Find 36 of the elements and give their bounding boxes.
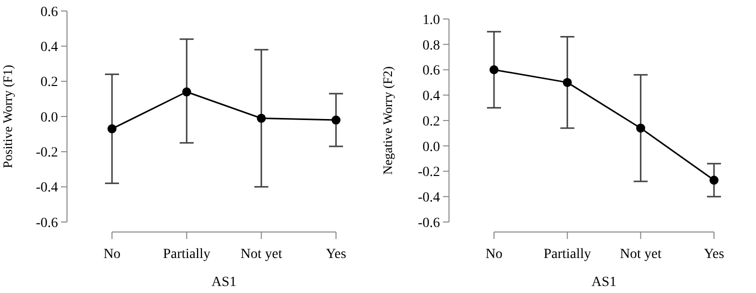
y-tick-label: -0.6: [418, 216, 440, 231]
x-tick-label: Partially: [544, 247, 592, 262]
y-axis-title: Negative Worry (F2): [380, 66, 395, 175]
y-tick-label: -0.4: [36, 180, 58, 196]
y-tick-label: 0.2: [422, 114, 440, 130]
x-axis-title: AS1: [212, 275, 236, 290]
y-tick-label: 0.0: [40, 110, 58, 126]
y-tick-label: -0.2: [36, 146, 58, 161]
x-tick-label: Not yet: [620, 247, 662, 262]
x-tick-label: No: [485, 247, 503, 262]
point: [562, 78, 572, 87]
y-tick-label: 1.0: [422, 12, 440, 28]
y-tick-label: 0.4: [40, 40, 58, 56]
point: [256, 114, 266, 123]
point: [108, 124, 116, 134]
y-tick-label: 0.2: [40, 75, 58, 90]
x-axis-title: AS1: [592, 275, 616, 290]
point: [710, 176, 718, 185]
x-tick-label: Partially: [162, 247, 210, 262]
y-tick-label: 0.4: [422, 89, 440, 104]
y-tick-label: -0.4: [418, 190, 440, 206]
x-tick-label: No: [103, 247, 121, 262]
y-tick-label: -0.2: [418, 165, 440, 180]
y-tick-label: -0.6: [36, 216, 58, 231]
y-tick-label: 0.6: [422, 64, 440, 79]
x-tick-label: Yes: [326, 247, 346, 262]
x-tick-label: Yes: [704, 247, 724, 262]
y-tick-label: 0.8: [422, 38, 440, 54]
point: [490, 65, 498, 74]
y-tick-label: 0.0: [422, 140, 440, 155]
y-tick-label: 0.6: [40, 4, 58, 20]
point: [332, 116, 340, 125]
point: [636, 124, 646, 133]
y-axis-title: Positive Worry (F1): [0, 64, 15, 168]
x-tick-label: Not yet: [240, 247, 282, 262]
point: [182, 87, 192, 96]
